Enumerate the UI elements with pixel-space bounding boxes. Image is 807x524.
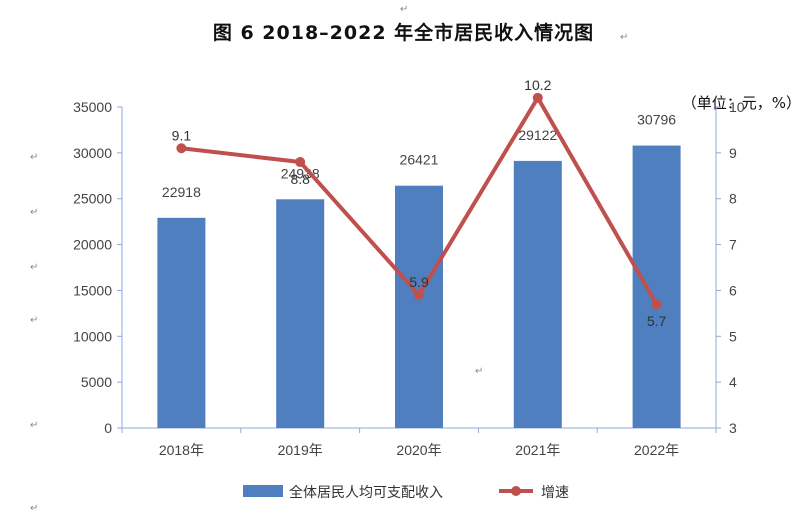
x-axis-tick-label: 2018年 (159, 442, 204, 458)
bar-value-label: 30796 (637, 112, 676, 128)
unit-label: （单位：元，%） (681, 94, 801, 112)
paragraph-mark: ↵ (30, 315, 39, 326)
right-axis-tick-label: 5 (729, 328, 737, 344)
right-axis-tick-label: 3 (729, 420, 737, 436)
bar-value-label: 24938 (281, 165, 320, 181)
bar-value-label: 26421 (400, 152, 439, 168)
x-axis-tick-label: 2020年 (396, 442, 441, 458)
right-axis-tick-label: 7 (729, 237, 737, 253)
left-axis-tick-label: 0 (104, 420, 112, 436)
x-axis-tick-label: 2022年 (634, 442, 679, 458)
growth-value-label: 8.8 (290, 171, 310, 187)
growth-point (295, 157, 306, 168)
paragraph-mark: ↵ (30, 152, 39, 163)
chart-title: 图 6 2018–2022 年全市居民收入情况图 (212, 22, 595, 44)
bar (157, 217, 206, 428)
x-axis-tick-label: 2021年 (515, 442, 560, 458)
bar (395, 185, 443, 428)
growth-value-label: 5.9 (409, 274, 429, 290)
right-axis-tick-label: 4 (729, 374, 737, 390)
bar (276, 199, 325, 428)
growth-point (414, 290, 424, 301)
x-axis-tick-label: 2019年 (278, 442, 323, 458)
bar (513, 160, 562, 428)
left-axis-tick-label: 20000 (73, 237, 112, 253)
growth-point (176, 143, 187, 154)
left-axis-tick-label: 10000 (73, 328, 112, 344)
legend-swatch-point (511, 486, 521, 496)
left-axis-tick-label: 30000 (73, 145, 112, 161)
left-axis-tick-label: 35000 (73, 99, 112, 115)
paragraph-mark: ↵ (620, 32, 629, 43)
left-axis-tick-label: 15000 (73, 282, 112, 298)
legend-label-bar: 全体居民人均可支配收入 (289, 484, 443, 500)
bar-value-label: 22918 (162, 184, 201, 200)
paragraph-mark: ↵ (30, 262, 39, 273)
bar (632, 145, 681, 428)
paragraph-mark: ↵ (30, 420, 39, 431)
right-axis-tick-label: 6 (729, 282, 737, 298)
right-axis-tick-label: 8 (729, 191, 737, 207)
paragraph-mark: ↵ (475, 366, 484, 377)
paragraph-mark: ↵ (30, 503, 39, 514)
growth-point (651, 299, 662, 310)
right-axis-tick-label: 10 (729, 99, 745, 115)
legend-label-line: 增速 (541, 484, 569, 500)
growth-value-label: 10.2 (524, 77, 551, 93)
paragraph-mark: ↵ (400, 4, 409, 15)
growth-value-label: 9.1 (172, 127, 192, 143)
growth-point (532, 92, 543, 103)
left-axis-tick-label: 25000 (73, 191, 112, 207)
bar-value-label: 29122 (518, 127, 557, 143)
right-axis-tick-label: 9 (729, 145, 737, 161)
left-axis-tick-label: 5000 (81, 374, 112, 390)
paragraph-mark: ↵ (30, 207, 39, 218)
legend-swatch-bar (243, 485, 283, 497)
growth-value-label: 5.7 (647, 313, 667, 329)
